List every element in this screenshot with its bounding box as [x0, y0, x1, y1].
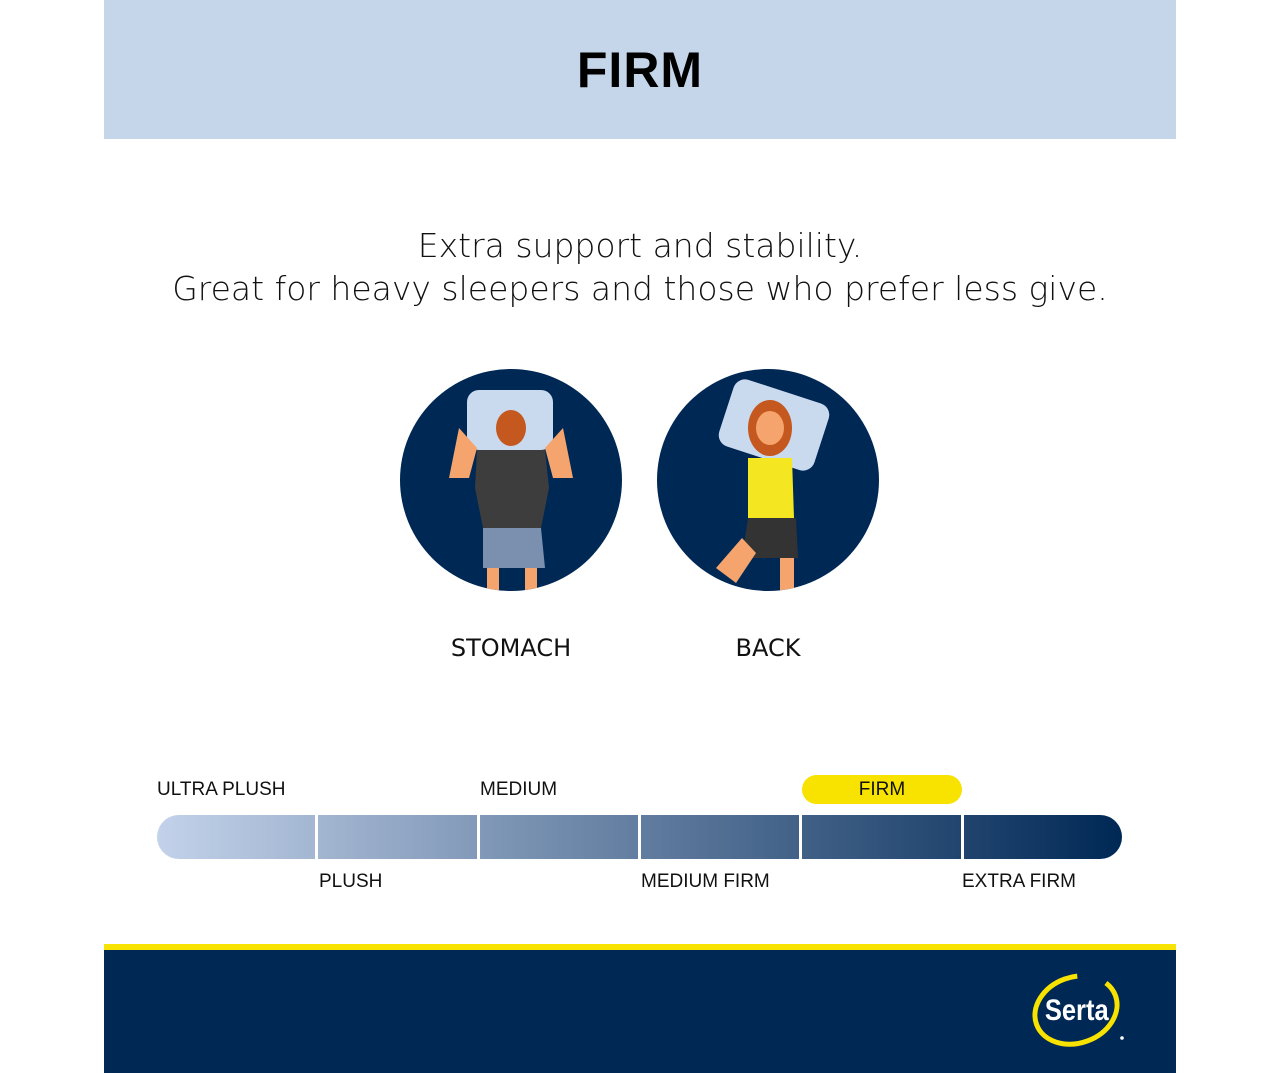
stomach-sleeper-illustration-icon [400, 369, 622, 591]
page-title: FIRM [576, 41, 704, 98]
tagline-line-2: Great for heavy sleepers and those who p… [172, 269, 1108, 308]
firmness-scale-bar [157, 815, 1122, 859]
tagline: Extra support and stability. Great for h… [0, 224, 1280, 310]
svg-text:Serta: Serta [1045, 993, 1109, 1026]
back-sleeper-illustration-icon [657, 369, 879, 591]
scale-label-plush: PLUSH [319, 871, 383, 892]
scale-segment-medium-firm [641, 815, 803, 859]
scale-segment-extra-firm [964, 815, 1122, 859]
footer-accent-stripe [104, 944, 1176, 950]
position-label: BACK [735, 634, 801, 662]
scale-label-medium-firm: MEDIUM FIRM [641, 871, 770, 892]
tagline-line-1: Extra support and stability. [417, 226, 863, 265]
scale-segment-firm [802, 815, 964, 859]
scale-segment-ultra-plush [157, 815, 319, 859]
scale-label-extra-firm: EXTRA FIRM [962, 871, 1077, 892]
scale-segment-medium [480, 815, 641, 859]
header-banner: FIRM [104, 0, 1176, 139]
scale-label-medium: MEDIUM [480, 779, 558, 800]
scale-segment-plush [318, 815, 480, 859]
serta-logo-icon: Serta [1032, 973, 1124, 1047]
position-label: STOMACH [450, 634, 572, 662]
position-back: BACK [656, 368, 880, 662]
footer: Serta [104, 950, 1176, 1073]
scale-label-ultra-plush: ULTRA PLUSH [157, 779, 286, 800]
position-stomach: STOMACH [399, 368, 623, 662]
scale-label-firm-selected: FIRM [802, 775, 962, 804]
